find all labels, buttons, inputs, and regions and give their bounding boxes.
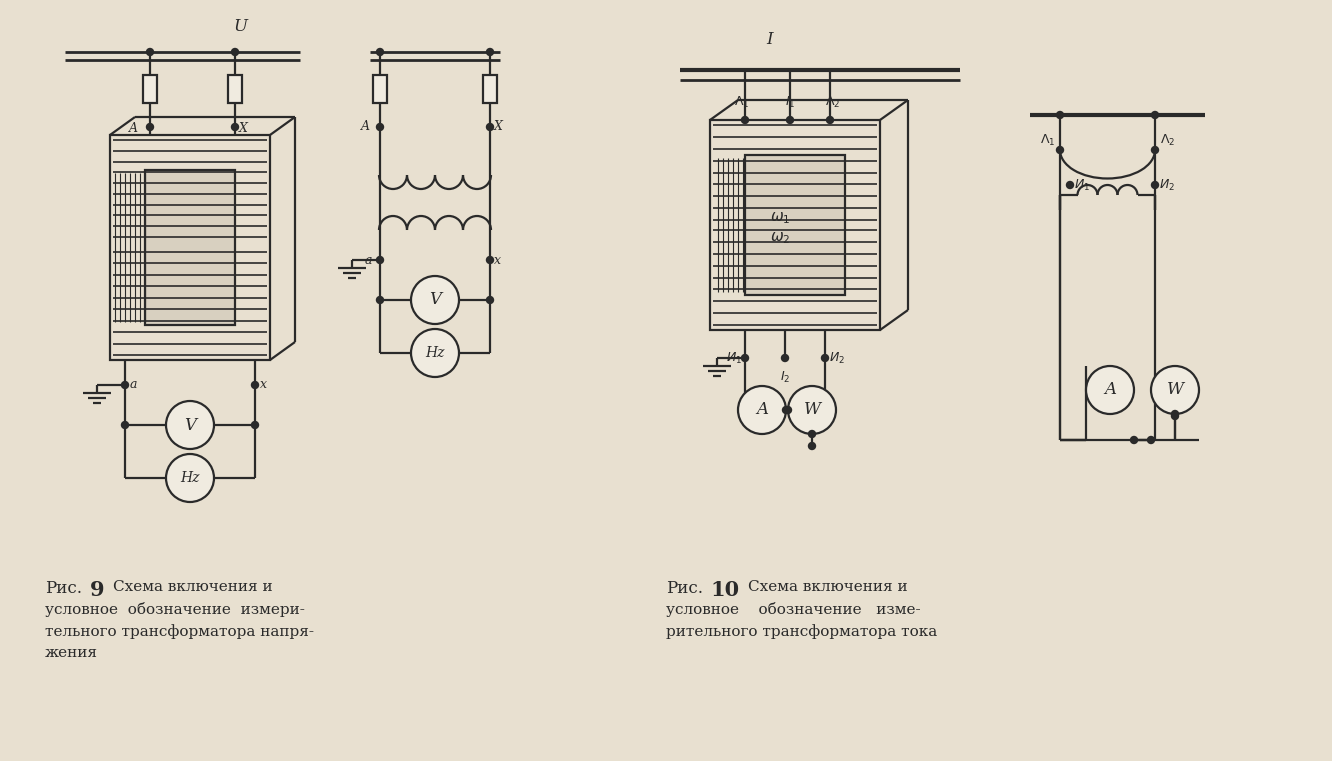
Circle shape bbox=[742, 355, 749, 361]
Text: $\mathit{I}_1$: $\mathit{I}_1$ bbox=[785, 95, 795, 110]
Circle shape bbox=[121, 381, 128, 389]
Text: V: V bbox=[184, 416, 196, 434]
Circle shape bbox=[1151, 147, 1159, 154]
Circle shape bbox=[822, 355, 829, 361]
Text: A: A bbox=[757, 402, 769, 419]
Text: A: A bbox=[129, 123, 139, 135]
Circle shape bbox=[1056, 147, 1063, 154]
Text: условное  обозначение  измери-: условное обозначение измери- bbox=[45, 602, 305, 617]
Circle shape bbox=[147, 49, 153, 56]
Text: A: A bbox=[361, 120, 370, 133]
Circle shape bbox=[377, 297, 384, 304]
Text: X: X bbox=[494, 120, 503, 133]
Bar bbox=[710, 120, 880, 330]
Circle shape bbox=[252, 381, 258, 389]
Circle shape bbox=[1086, 366, 1134, 414]
Text: условное    обозначение   изме-: условное обозначение изме- bbox=[666, 602, 920, 617]
Text: $\mathit{\Lambda}_2$: $\mathit{\Lambda}_2$ bbox=[1160, 132, 1175, 148]
Text: $\mathit{I}_2$: $\mathit{I}_2$ bbox=[779, 370, 790, 385]
Circle shape bbox=[166, 454, 214, 502]
Circle shape bbox=[1172, 410, 1179, 418]
Circle shape bbox=[809, 431, 815, 438]
Text: Рис.: Рис. bbox=[666, 580, 703, 597]
Circle shape bbox=[232, 123, 238, 130]
Circle shape bbox=[782, 406, 790, 413]
Text: W: W bbox=[803, 402, 821, 419]
Text: x: x bbox=[494, 253, 501, 266]
Text: A: A bbox=[1104, 381, 1116, 399]
Bar bbox=[484, 75, 497, 103]
Text: $\mathit{\omega}_2$: $\mathit{\omega}_2$ bbox=[770, 230, 790, 246]
Text: $\mathit{\Lambda}_1$: $\mathit{\Lambda}_1$ bbox=[734, 95, 750, 110]
Circle shape bbox=[252, 422, 258, 428]
Text: $\mathit{И}_1$: $\mathit{И}_1$ bbox=[1074, 177, 1090, 193]
Circle shape bbox=[412, 329, 460, 377]
Bar bbox=[111, 135, 270, 360]
Circle shape bbox=[486, 123, 493, 130]
Text: a: a bbox=[365, 253, 372, 266]
Circle shape bbox=[121, 422, 128, 428]
Text: W: W bbox=[1167, 381, 1184, 399]
Bar bbox=[373, 75, 388, 103]
Circle shape bbox=[377, 49, 384, 56]
Text: тельного трансформатора напря-: тельного трансформатора напря- bbox=[45, 624, 314, 639]
Text: Схема включения и: Схема включения и bbox=[749, 580, 907, 594]
Circle shape bbox=[809, 442, 815, 450]
Bar bbox=[143, 75, 157, 103]
Circle shape bbox=[786, 116, 794, 123]
Text: $\mathit{И}_2$: $\mathit{И}_2$ bbox=[1159, 177, 1175, 193]
Circle shape bbox=[826, 116, 834, 123]
Text: $\mathit{\omega}_1$: $\mathit{\omega}_1$ bbox=[770, 210, 790, 226]
Text: Hz: Hz bbox=[425, 346, 445, 360]
Circle shape bbox=[742, 116, 749, 123]
Text: $\mathit{\Lambda}_2$: $\mathit{\Lambda}_2$ bbox=[826, 95, 840, 110]
Text: Рис.: Рис. bbox=[45, 580, 83, 597]
Circle shape bbox=[377, 123, 384, 130]
Circle shape bbox=[782, 355, 789, 361]
Circle shape bbox=[412, 276, 460, 324]
Circle shape bbox=[1147, 437, 1155, 444]
Circle shape bbox=[1067, 182, 1074, 189]
Text: Схема включения и: Схема включения и bbox=[113, 580, 273, 594]
Circle shape bbox=[232, 49, 238, 56]
Text: $\mathit{И}_2$: $\mathit{И}_2$ bbox=[829, 351, 844, 365]
Text: рительного трансформатора тока: рительного трансформатора тока bbox=[666, 624, 938, 639]
Bar bbox=[145, 170, 234, 325]
Text: a: a bbox=[131, 378, 137, 391]
Text: U: U bbox=[233, 18, 246, 35]
Text: I: I bbox=[767, 31, 774, 48]
Bar bbox=[745, 155, 844, 295]
Text: $\mathit{И}_1$: $\mathit{И}_1$ bbox=[726, 351, 742, 365]
Circle shape bbox=[1056, 112, 1063, 119]
Circle shape bbox=[1151, 182, 1159, 189]
Circle shape bbox=[486, 256, 493, 263]
Circle shape bbox=[1151, 112, 1159, 119]
Text: 10: 10 bbox=[710, 580, 739, 600]
Circle shape bbox=[486, 297, 493, 304]
Text: $\mathit{\Lambda}_1$: $\mathit{\Lambda}_1$ bbox=[1039, 132, 1055, 148]
Text: X: X bbox=[238, 123, 248, 135]
Circle shape bbox=[166, 401, 214, 449]
Circle shape bbox=[377, 256, 384, 263]
Text: 9: 9 bbox=[91, 580, 105, 600]
Text: Hz: Hz bbox=[180, 471, 200, 485]
Text: x: x bbox=[260, 378, 266, 391]
Circle shape bbox=[738, 386, 786, 434]
Circle shape bbox=[1131, 437, 1138, 444]
Circle shape bbox=[789, 386, 836, 434]
Text: жения: жения bbox=[45, 646, 99, 660]
Circle shape bbox=[486, 49, 493, 56]
Circle shape bbox=[785, 406, 791, 413]
Text: V: V bbox=[429, 291, 441, 308]
Bar bbox=[228, 75, 242, 103]
Circle shape bbox=[1172, 412, 1179, 419]
Circle shape bbox=[147, 123, 153, 130]
Circle shape bbox=[1151, 366, 1199, 414]
